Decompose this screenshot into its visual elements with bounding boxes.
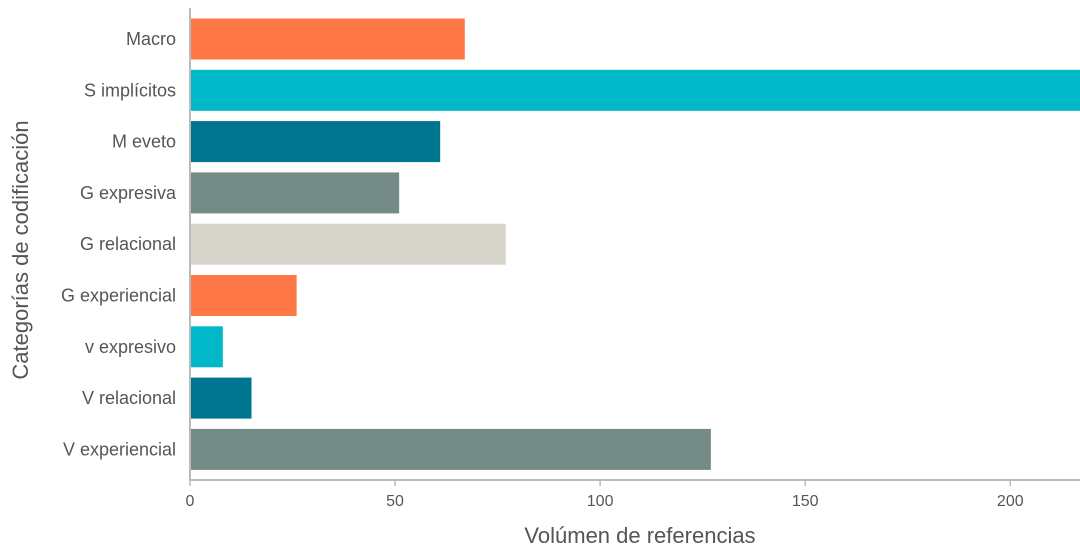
bar-1: [190, 69, 1080, 111]
category-label: v expresivo: [85, 337, 176, 357]
axes: [189, 8, 1080, 481]
bar-0: [190, 18, 465, 60]
category-label: Macro: [126, 29, 176, 49]
y-axis-title: Categorías de codificación: [8, 120, 33, 379]
x-tick-label: 0: [186, 493, 195, 510]
category-label: G expresiva: [80, 183, 177, 203]
bar-5: [190, 275, 297, 316]
bar-6: [190, 326, 223, 368]
bar-3: [190, 172, 400, 214]
bar-7: [190, 377, 252, 419]
category-label: V experiencial: [63, 439, 176, 459]
bar-2: [190, 121, 441, 163]
category-label: S implícitos: [84, 80, 176, 100]
x-tick-label: 150: [792, 493, 819, 510]
bars-layer: [190, 18, 1080, 470]
x-ticks: 0 50 100 150 200: [186, 480, 1024, 510]
category-label: V relacional: [82, 388, 176, 408]
bar-8: [190, 428, 711, 470]
category-label: G experiencial: [61, 286, 176, 306]
category-label: G relacional: [80, 234, 176, 254]
x-axis-title: Volúmen de referencias: [524, 523, 755, 547]
x-tick-label: 100: [587, 493, 614, 510]
x-tick-label: 200: [997, 493, 1024, 510]
x-tick-label: 50: [386, 493, 404, 510]
category-label: M eveto: [112, 132, 176, 152]
category-labels: Macro S implícitos M eveto G expresiva G rel…: [61, 29, 177, 459]
bar-4: [190, 223, 506, 265]
